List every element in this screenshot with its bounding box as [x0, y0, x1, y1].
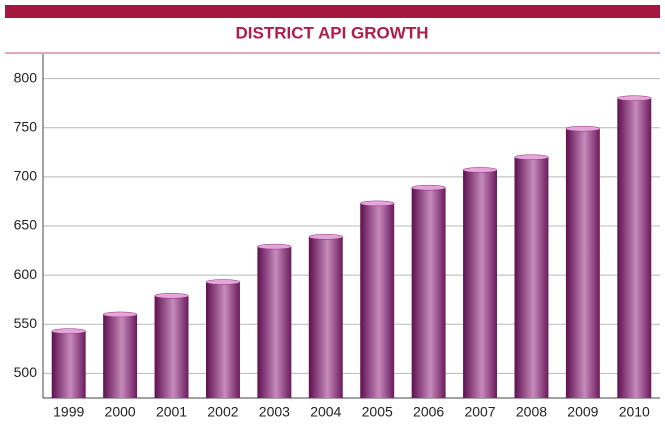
bar-cap [308, 234, 344, 240]
bar [360, 203, 395, 398]
bar-cap [205, 279, 241, 285]
y-tick-label: 800 [14, 69, 38, 85]
x-tick-label: 2004 [310, 404, 341, 420]
y-tick-label: 750 [14, 118, 38, 134]
bar-cap [514, 154, 549, 160]
x-tick-label: 2000 [105, 404, 136, 420]
bar-cap [462, 167, 498, 173]
bar-cap [102, 311, 138, 318]
x-tick-label: 2009 [567, 404, 598, 420]
x-tick-label: 2002 [207, 404, 238, 420]
bar-cap [617, 95, 652, 101]
x-tick-label: 2006 [413, 404, 444, 420]
bar [103, 314, 138, 398]
bar [257, 246, 292, 398]
bar [154, 295, 189, 398]
bar [565, 128, 600, 398]
bar-cap [51, 328, 86, 334]
chart-title: DISTRICT API GROWTH [236, 23, 429, 42]
bar-cap [359, 200, 395, 207]
y-tick-label: 500 [14, 364, 38, 380]
x-tick-label: 2008 [516, 404, 547, 420]
x-tick-label: 2001 [156, 404, 187, 420]
bar [308, 236, 343, 398]
bar-cap [257, 243, 292, 250]
x-tick-label: 2010 [619, 404, 650, 420]
header-band [5, 5, 660, 18]
x-tick-label: 2007 [464, 404, 495, 420]
x-tick-label: 2005 [362, 404, 393, 420]
bar [411, 187, 446, 398]
bar [463, 169, 498, 398]
bar [617, 98, 652, 398]
bar [205, 282, 240, 398]
x-tick-label: 1999 [53, 404, 84, 420]
bar [514, 157, 549, 398]
y-tick-label: 700 [14, 168, 38, 184]
bar [51, 331, 86, 398]
bar-cap [565, 125, 601, 132]
x-tick-label: 2003 [259, 404, 290, 420]
y-tick-label: 600 [14, 266, 38, 282]
y-tick-label: 650 [14, 217, 38, 233]
bar-cap [154, 293, 189, 299]
y-tick-label: 550 [14, 315, 38, 331]
bar-cap [411, 184, 446, 191]
